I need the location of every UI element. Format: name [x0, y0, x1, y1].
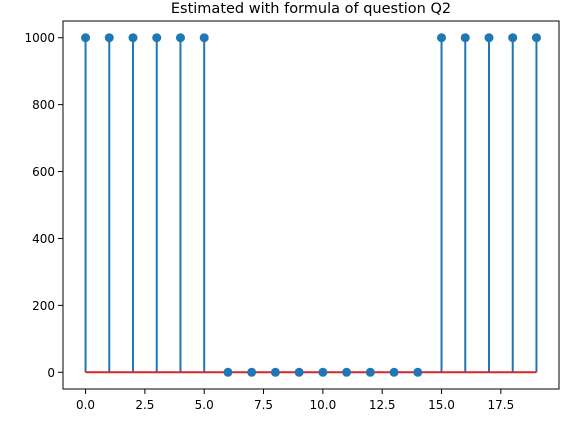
data-point	[175, 33, 185, 43]
y-tick-label: 400	[32, 232, 55, 246]
data-point	[104, 33, 114, 43]
x-tick-label: 7.5	[254, 398, 273, 412]
data-point	[270, 367, 280, 377]
data-point	[460, 33, 470, 43]
y-tick-label: 0	[47, 366, 55, 380]
data-point	[484, 33, 494, 43]
data-point	[413, 367, 423, 377]
data-point	[389, 367, 399, 377]
y-tick-label: 600	[32, 165, 55, 179]
plot-area	[81, 33, 541, 377]
x-tick-label: 15.0	[428, 398, 455, 412]
y-tick-label: 200	[32, 299, 55, 313]
x-tick-label: 10.0	[310, 398, 337, 412]
data-point	[437, 33, 447, 43]
axes-frame	[62, 20, 560, 390]
data-point	[318, 367, 328, 377]
y-tick-label: 1000	[24, 31, 55, 45]
x-tick-label: 12.5	[369, 398, 396, 412]
data-point	[531, 33, 541, 43]
data-point	[342, 367, 352, 377]
data-point	[223, 367, 233, 377]
data-point	[508, 33, 518, 43]
chart-title: Estimated with formula of question Q2	[171, 1, 451, 17]
y-tick-label: 800	[32, 98, 55, 112]
x-tick-label: 0.0	[76, 398, 95, 412]
data-point	[294, 367, 304, 377]
data-point	[81, 33, 91, 43]
data-point	[365, 367, 375, 377]
data-point	[128, 33, 138, 43]
data-point	[199, 33, 209, 43]
x-tick-label: 2.5	[135, 398, 154, 412]
x-tick-label: 5.0	[195, 398, 214, 412]
x-tick-label: 17.5	[487, 398, 514, 412]
axes: 0.0 2.5 5.0 7.5 10.0 12.5 15.0 17.5 0 200 400 600 80…	[24, 20, 560, 412]
data-point	[247, 367, 257, 377]
data-point	[152, 33, 162, 43]
